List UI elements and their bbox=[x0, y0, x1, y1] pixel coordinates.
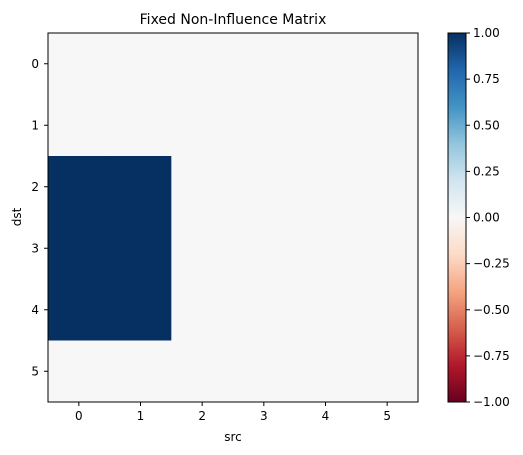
colorbar-tick-label: 0.50 bbox=[473, 118, 500, 132]
heatmap-cell bbox=[356, 156, 419, 218]
x-tick-label: 3 bbox=[260, 409, 268, 423]
colorbar bbox=[447, 32, 467, 403]
heatmap-cell bbox=[294, 33, 357, 95]
x-tick-label: 5 bbox=[383, 409, 391, 423]
heatmap-cell bbox=[233, 340, 296, 403]
plot-frame bbox=[47, 32, 419, 403]
colorbar-ticks: −1.00 −0.75 −0.50 −0.25 0.00 0.25 0.50 0.75 1.00 bbox=[466, 26, 510, 409]
heatmap-cell bbox=[233, 33, 296, 95]
heatmap-cell bbox=[356, 340, 419, 403]
heatmap-cell bbox=[109, 156, 172, 218]
y-tick-label: 2 bbox=[31, 180, 39, 194]
heatmap-cell bbox=[48, 279, 111, 341]
heatmap-cell bbox=[233, 217, 296, 280]
colorbar-tick-label: −0.50 bbox=[473, 303, 510, 317]
chart-title: Fixed Non-Influence Matrix bbox=[140, 12, 327, 28]
x-tick-label: 1 bbox=[137, 409, 145, 423]
heatmap-cell bbox=[294, 340, 357, 403]
heatmap-cell bbox=[109, 217, 172, 280]
colorbar-tick-label: −1.00 bbox=[473, 395, 510, 409]
heatmap-cell bbox=[171, 217, 234, 280]
heatmap-cell bbox=[233, 279, 296, 341]
heatmap-cell bbox=[294, 217, 357, 280]
y-tick-label: 1 bbox=[31, 118, 39, 132]
y-axis: 0 1 2 3 4 5 bbox=[31, 57, 48, 378]
heatmap-cell bbox=[171, 340, 234, 403]
heatmap-cell bbox=[294, 279, 357, 341]
x-tick-label: 4 bbox=[322, 409, 330, 423]
heatmap-cell bbox=[48, 340, 111, 403]
heatmap-cell bbox=[233, 94, 296, 157]
heatmap-cell bbox=[356, 217, 419, 280]
heatmap-cell bbox=[48, 33, 111, 95]
x-axis-title: src bbox=[224, 430, 242, 444]
y-tick-label: 3 bbox=[31, 241, 39, 255]
colorbar-tick-label: 0.25 bbox=[473, 164, 500, 178]
heatmap-cells bbox=[48, 33, 419, 403]
heatmap-cell bbox=[171, 33, 234, 95]
heatmap-cell bbox=[356, 279, 419, 341]
colorbar-tick-label: 0.00 bbox=[473, 211, 500, 225]
y-tick-label: 5 bbox=[31, 364, 39, 378]
heatmap-cell bbox=[48, 156, 111, 218]
x-tick-label: 2 bbox=[198, 409, 206, 423]
heatmap-cell bbox=[356, 33, 419, 95]
heatmap-cell bbox=[294, 94, 357, 157]
heatmap-cell bbox=[109, 33, 172, 95]
heatmap-cell bbox=[48, 217, 111, 280]
heatmap-cell bbox=[48, 94, 111, 157]
y-tick-label: 0 bbox=[31, 57, 39, 71]
y-axis-title: dst bbox=[10, 207, 24, 226]
y-tick-label: 4 bbox=[31, 303, 39, 317]
heatmap-cell bbox=[109, 279, 172, 341]
heatmap-cell bbox=[171, 94, 234, 157]
colorbar-tick-label: 1.00 bbox=[473, 26, 500, 40]
colorbar-tick-label: 0.75 bbox=[473, 72, 500, 86]
x-axis: 0 1 2 3 4 5 bbox=[75, 402, 391, 423]
colorbar-tick-label: −0.25 bbox=[473, 257, 510, 271]
heatmap-cell bbox=[356, 94, 419, 157]
heatmap-cell bbox=[171, 156, 234, 218]
heatmap-cell bbox=[171, 279, 234, 341]
colorbar-tick-label: −0.75 bbox=[473, 349, 510, 363]
heatmap-cell bbox=[294, 156, 357, 218]
heatmap-cell bbox=[233, 156, 296, 218]
heatmap-cell bbox=[109, 94, 172, 157]
x-tick-label: 0 bbox=[75, 409, 83, 423]
heatmap-cell bbox=[109, 340, 172, 403]
